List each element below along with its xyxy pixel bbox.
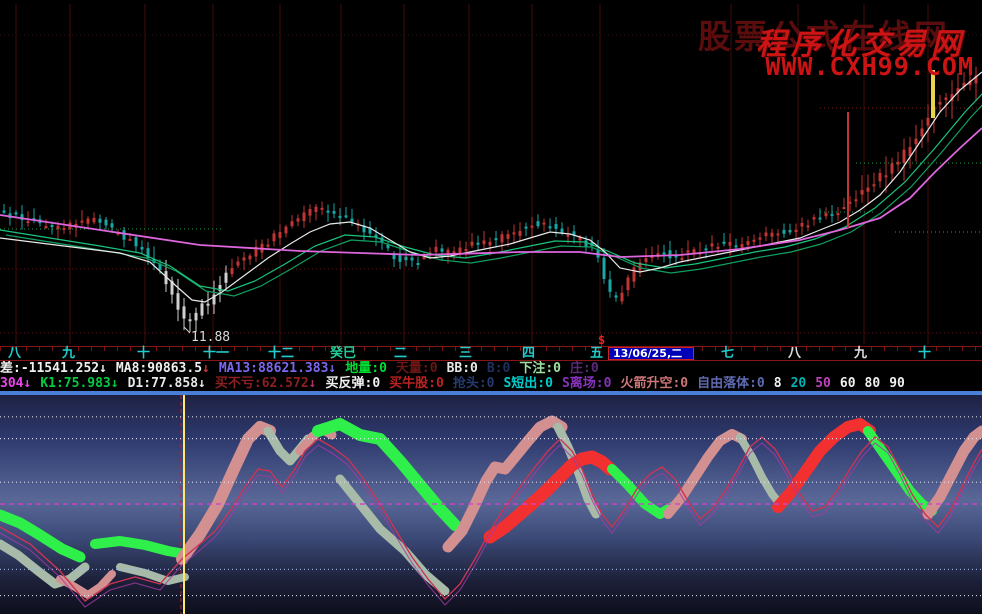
- indicator-value: 抢头:0: [452, 376, 495, 391]
- indicator-value: MA8:90863.5↓: [115, 361, 210, 376]
- axis-month-label: 四: [522, 346, 536, 361]
- trend-arrow-icon: ↓: [99, 361, 107, 376]
- axis-month-label: 三: [459, 346, 473, 361]
- indicator-value: 90: [889, 376, 905, 391]
- indicator-value: 20: [790, 376, 807, 391]
- indicator-value: 60: [839, 376, 856, 391]
- indicator-status-row-1: 差:-11541.252↓ MA8:90863.5↓ MA13:88621.383↓…: [0, 361, 982, 376]
- axis-month-label: 八: [8, 346, 22, 361]
- trend-arrow-icon: ↓: [23, 376, 32, 391]
- axis-tick-marks: [0, 347, 982, 351]
- indicator-value: 天量:0: [395, 361, 438, 376]
- axis-month-label: 八: [788, 346, 802, 361]
- trend-arrow-icon: ↓: [328, 361, 337, 376]
- indicator-status-row-2: 304↓ K1:75.983↓ D1:77.858↓ 买不亏:62.572↓ 买反弹:0…: [0, 376, 982, 391]
- indicator-value: 下注:0: [519, 361, 562, 376]
- indicator-value: 地量:0: [345, 361, 387, 376]
- trend-arrow-icon: ↓: [202, 361, 210, 376]
- indicator-value: S短出:0: [503, 376, 553, 391]
- panel-separator[interactable]: [0, 391, 982, 395]
- indicator-value: 买牛股:0: [389, 376, 444, 391]
- axis-month-label: 癸巳: [330, 346, 357, 361]
- axis-month-label: 十二: [268, 346, 295, 361]
- trend-arrow-icon: ↓: [198, 376, 206, 391]
- indicator-value: S离场:0: [561, 376, 612, 391]
- indicator-value: 80: [864, 376, 881, 391]
- trend-arrow-icon: ↓: [308, 376, 317, 391]
- indicator-value: 50: [815, 376, 831, 391]
- axis-month-label: 十一: [203, 346, 230, 361]
- indicator-value: K1:75.983↓: [40, 376, 119, 391]
- indicator-value: 庄:0: [570, 361, 599, 376]
- trend-arrow-icon: ↓: [110, 376, 119, 391]
- candlestick-chart[interactable]: 11.88 $: [0, 0, 982, 346]
- axis-month-label: 九: [62, 346, 76, 361]
- time-axis[interactable]: 13/06/25,二 八 九 十 十一 十二 癸巳 二 三 四 五 七 八 九 十: [0, 346, 982, 361]
- indicator-value: 304↓: [0, 376, 32, 391]
- indicator-value: 差:-11541.252↓: [0, 361, 107, 376]
- oscillator-panel[interactable]: [0, 395, 982, 614]
- indicator-value: 8: [773, 376, 782, 391]
- indicator-value: MA13:88621.383↓: [218, 361, 337, 376]
- axis-month-label: 十: [137, 346, 151, 361]
- axis-month-label: 十: [918, 346, 932, 361]
- signal-marker: $: [598, 333, 605, 346]
- low-price-label: 11.88: [191, 330, 230, 345]
- axis-month-label: 九: [854, 346, 868, 361]
- indicator-value: B:0: [486, 361, 511, 376]
- selected-date-badge[interactable]: 13/06/25,二: [608, 347, 694, 360]
- indicator-value: BB:0: [446, 361, 478, 376]
- indicator-value: 自由落体:0: [697, 376, 765, 391]
- indicator-value: 买不亏:62.572↓: [214, 376, 317, 391]
- indicator-value: 火箭升空:0: [620, 376, 689, 391]
- indicator-value: 买反弹:0: [325, 376, 381, 391]
- axis-month-label: 七: [721, 346, 735, 361]
- axis-month-label: 二: [394, 346, 408, 361]
- axis-month-label: 五: [590, 346, 604, 361]
- indicator-value: D1:77.858↓: [127, 376, 206, 391]
